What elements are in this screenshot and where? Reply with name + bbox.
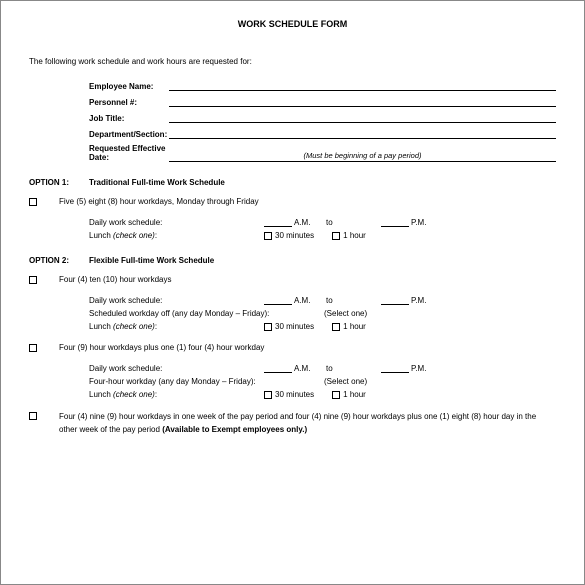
checkbox-opt2b-1hour[interactable] [332, 391, 340, 399]
checkbox-opt1[interactable] [29, 198, 37, 206]
opt1-colon: : [155, 231, 157, 240]
opt1-1hour: 1 hour [343, 231, 366, 240]
checkbox-opt2a[interactable] [29, 276, 37, 284]
opt2a-end-time[interactable] [381, 296, 409, 305]
opt2b-check-one: (check one) [113, 390, 155, 399]
label-personnel: Personnel #: [29, 98, 169, 107]
checkbox-opt2b-30min[interactable] [264, 391, 272, 399]
opt2b-end-time[interactable] [381, 364, 409, 373]
label-employee-name: Employee Name: [29, 82, 169, 91]
opt2b-start-time[interactable] [264, 364, 292, 373]
opt1-check-one: (check one) [113, 231, 155, 240]
opt2c-note: (Available to Exempt employees only.) [162, 425, 307, 434]
checkbox-opt2a-1hour[interactable] [332, 323, 340, 331]
checkbox-opt1-30min[interactable] [264, 232, 272, 240]
opt2a-colon: : [155, 322, 157, 331]
form-title: WORK SCHEDULE FORM [29, 19, 556, 29]
opt2a-select: (Select one) [324, 309, 384, 318]
label-department: Department/Section: [29, 130, 169, 139]
opt2b-select: (Select one) [324, 377, 384, 386]
option2-title: Flexible Full-time Work Schedule [89, 256, 214, 265]
opt1-daily-label: Daily work schedule: [89, 218, 264, 227]
opt2a-30min: 30 minutes [275, 322, 314, 331]
opt2b-daily-label: Daily work schedule: [89, 364, 264, 373]
opt2b-am: A.M. [294, 364, 326, 373]
opt2a-desc: Four (4) ten (10) hour workdays [59, 275, 556, 284]
input-employee-name[interactable] [169, 80, 556, 91]
opt2a-1hour: 1 hour [343, 322, 366, 331]
opt2b-desc: Four (9) hour workdays plus one (1) four… [59, 343, 556, 352]
opt2b-colon: : [155, 390, 157, 399]
checkbox-opt2b[interactable] [29, 344, 37, 352]
opt1-desc: Five (5) eight (8) hour workdays, Monday… [59, 197, 556, 206]
option1-title: Traditional Full-time Work Schedule [89, 178, 225, 187]
opt1-start-time[interactable] [264, 218, 292, 227]
option1-label: OPTION 1: [29, 178, 89, 187]
input-personnel[interactable] [169, 96, 556, 107]
opt1-to: to [326, 218, 381, 227]
opt2a-schedoff-label: Scheduled workday off (any day Monday – … [89, 309, 324, 318]
opt1-end-time[interactable] [381, 218, 409, 227]
checkbox-opt1-1hour[interactable] [332, 232, 340, 240]
input-effective-date[interactable]: (Must be beginning of a pay period) [169, 151, 556, 162]
intro-text: The following work schedule and work hou… [29, 57, 556, 66]
opt2b-30min: 30 minutes [275, 390, 314, 399]
opt2b-lunch-label: Lunch [89, 390, 113, 399]
opt1-pm: P.M. [411, 218, 443, 227]
opt2a-daily-label: Daily work schedule: [89, 296, 264, 305]
opt2a-am: A.M. [294, 296, 326, 305]
input-job-title[interactable] [169, 112, 556, 123]
opt1-lunch-label: Lunch [89, 231, 113, 240]
opt2b-to: to [326, 364, 381, 373]
opt2b-1hour: 1 hour [343, 390, 366, 399]
opt1-30min: 30 minutes [275, 231, 314, 240]
opt2a-pm: P.M. [411, 296, 443, 305]
opt1-am: A.M. [294, 218, 326, 227]
opt2a-to: to [326, 296, 381, 305]
opt2a-lunch-label: Lunch [89, 322, 113, 331]
option2-label: OPTION 2: [29, 256, 89, 265]
opt2a-start-time[interactable] [264, 296, 292, 305]
opt2a-check-one: (check one) [113, 322, 155, 331]
input-department[interactable] [169, 128, 556, 139]
checkbox-opt2c[interactable] [29, 412, 37, 420]
checkbox-opt2a-30min[interactable] [264, 323, 272, 331]
opt2b-pm: P.M. [411, 364, 443, 373]
effective-date-note: (Must be beginning of a pay period) [169, 151, 556, 160]
label-effective-date: Requested Effective Date: [29, 144, 169, 162]
opt2b-fourhr-label: Four-hour workday (any day Monday – Frid… [89, 377, 324, 386]
label-job-title: Job Title: [29, 114, 169, 123]
